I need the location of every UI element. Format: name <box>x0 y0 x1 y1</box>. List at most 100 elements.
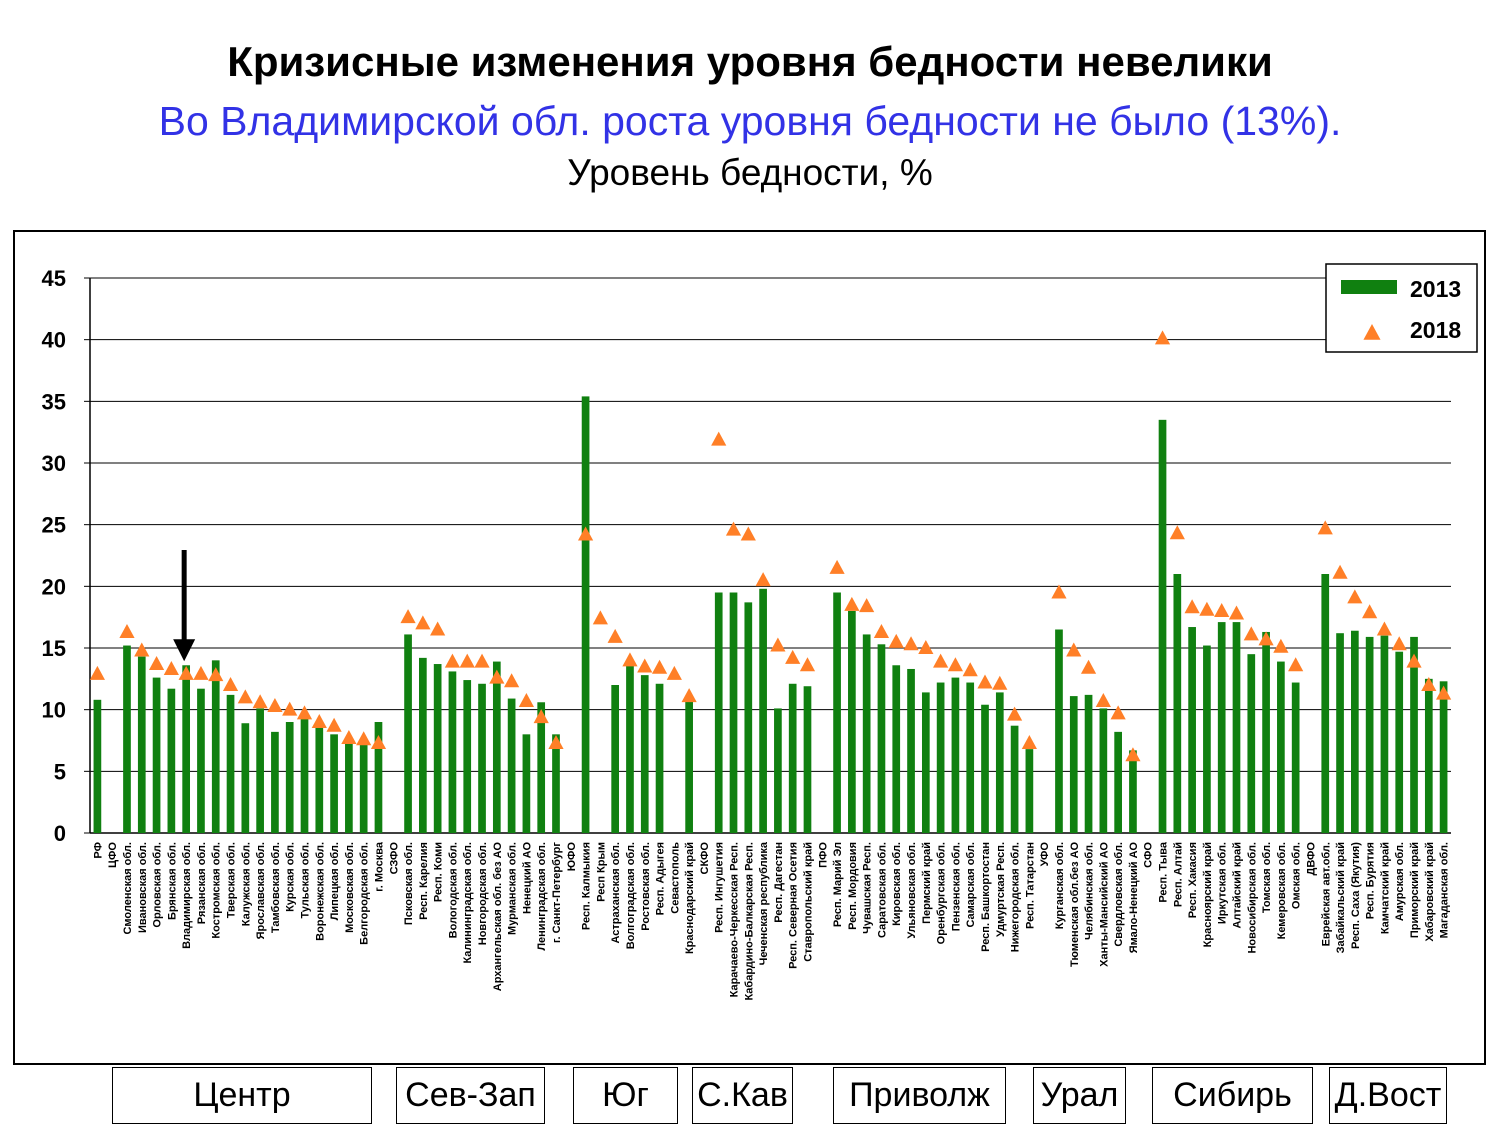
marker-2018 <box>1376 621 1393 636</box>
bar-2013 <box>626 665 634 833</box>
marker-2018 <box>267 697 283 712</box>
region-label-ural: Урал <box>1033 1067 1126 1124</box>
x-tick-label: Чеченская республика <box>758 841 770 965</box>
bar-2013 <box>774 708 782 833</box>
x-tick-label: Респ. Дагестан <box>773 842 785 923</box>
marker-2018 <box>252 694 268 709</box>
x-tick-label: Томская обл. <box>1261 842 1273 913</box>
legend-label-2018: 2018 <box>1410 317 1461 343</box>
marker-2018 <box>119 623 135 638</box>
marker-2018 <box>459 653 475 668</box>
marker-2018 <box>1066 642 1082 657</box>
bar-2013 <box>581 396 590 833</box>
marker-2018 <box>859 598 875 613</box>
x-tick-label: Липецкая обл. <box>329 842 341 920</box>
x-tick-label: Курганская обл. <box>1054 842 1066 929</box>
bar-2013 <box>463 680 472 833</box>
marker-2018 <box>785 649 801 664</box>
bar-2013 <box>877 644 886 833</box>
x-tick-label: Смоленская обл. <box>122 842 134 935</box>
bar-2013 <box>655 683 664 833</box>
x-tick-label: Респ. Адыгея <box>655 842 667 915</box>
x-tick-label: Респ. Коми <box>433 842 445 902</box>
marker-2018 <box>489 669 505 684</box>
x-tick-label: Костромская обл. <box>211 842 223 939</box>
marker-2018 <box>222 677 239 691</box>
x-tick-label: Карачаево-Черкесская Респ. <box>729 842 741 997</box>
marker-2018 <box>518 693 535 708</box>
bar-2013 <box>1158 419 1167 833</box>
bar-2013 <box>359 742 368 833</box>
x-tick-label: УФО <box>1039 842 1051 867</box>
marker-2018 <box>770 637 786 652</box>
x-tick-label: Вологодская обл. <box>447 842 459 938</box>
x-tick-label: Чувашская Респ. <box>862 842 874 934</box>
bar-2013 <box>404 634 412 833</box>
x-tick-label: СКФО <box>699 842 711 875</box>
bar-2013 <box>552 734 560 833</box>
x-tick-label: Тамбовская обл. <box>270 842 282 933</box>
bar-2013 <box>345 741 353 833</box>
bar-2013 <box>1188 627 1196 833</box>
x-tick-label: Новгородская обл. <box>477 842 489 945</box>
marker-2018 <box>548 734 564 749</box>
bar-2013 <box>848 611 856 833</box>
bar-2013 <box>1424 678 1433 833</box>
bar-2013 <box>1055 629 1063 833</box>
x-tick-label: Респ. Хакасия <box>1187 842 1199 918</box>
x-tick-label: Тульская обл. <box>300 842 312 919</box>
bar-2013 <box>744 602 753 833</box>
x-tick-label: Оренбургская обл. <box>936 842 948 944</box>
bar-2013 <box>1380 635 1389 833</box>
marker-2018 <box>1051 584 1067 599</box>
x-tick-label: Ивановская обл. <box>137 842 149 933</box>
marker-2018 <box>888 633 904 648</box>
bar-2013 <box>241 723 250 833</box>
x-tick-label: Респ. Татарстан <box>1024 842 1036 929</box>
bar-2013 <box>833 592 841 833</box>
marker-2018 <box>208 667 224 682</box>
marker-2018 <box>1184 599 1200 614</box>
marker-2018 <box>903 636 919 651</box>
marker-2018 <box>740 526 756 541</box>
bar-2013 <box>1217 622 1226 833</box>
marker-2018 <box>1288 657 1304 672</box>
x-tick-label: Респ. Марий Эл <box>832 842 844 927</box>
bar-2013 <box>907 668 915 833</box>
page-title: Кризисные изменения уровня бедности неве… <box>227 38 1273 85</box>
legend-box <box>1325 263 1478 353</box>
bar-2013 <box>921 692 930 833</box>
x-tick-label: Кемеровская обл. <box>1276 842 1288 939</box>
region-label-northwest: Сев-Зап <box>396 1067 545 1124</box>
marker-2018 <box>977 674 993 689</box>
x-tick-label: Брянская обл. <box>166 842 178 920</box>
x-tick-label: Приморский край <box>1409 842 1421 938</box>
marker-2018 <box>799 657 816 672</box>
x-tick-label: Красноярский край <box>1202 842 1214 947</box>
x-tick-label: Алтайский край <box>1231 842 1243 929</box>
x-tick-label: Амурская обл. <box>1394 842 1406 921</box>
bar-2013 <box>182 665 191 833</box>
bar-2013 <box>374 722 383 833</box>
x-tick-label: Нижегородская обл. <box>1010 842 1022 952</box>
x-tick-label: Калужская обл. <box>240 842 252 926</box>
marker-2018 <box>1006 706 1023 721</box>
bar-2013 <box>448 671 457 833</box>
x-tick-label: Ростовская обл. <box>640 842 652 931</box>
region-label-volga: Приволж <box>833 1067 1006 1124</box>
region-label-far-east: Д.Вост <box>1329 1067 1447 1124</box>
bar-2013 <box>892 665 901 833</box>
marker-2018 <box>415 615 431 630</box>
y-tick-label: 40 <box>42 328 66 353</box>
x-tick-label: ЦФО <box>107 842 119 868</box>
marker-2018 <box>148 656 165 671</box>
marker-2018 <box>1228 605 1245 620</box>
marker-2018 <box>844 596 860 611</box>
x-tick-label: РФ <box>92 842 104 859</box>
bar-2013 <box>759 588 767 833</box>
bar-2013 <box>167 688 176 833</box>
arrow-head <box>173 639 196 662</box>
marker-2018 <box>341 730 357 745</box>
x-tick-label: Ставропольский край <box>802 842 814 962</box>
